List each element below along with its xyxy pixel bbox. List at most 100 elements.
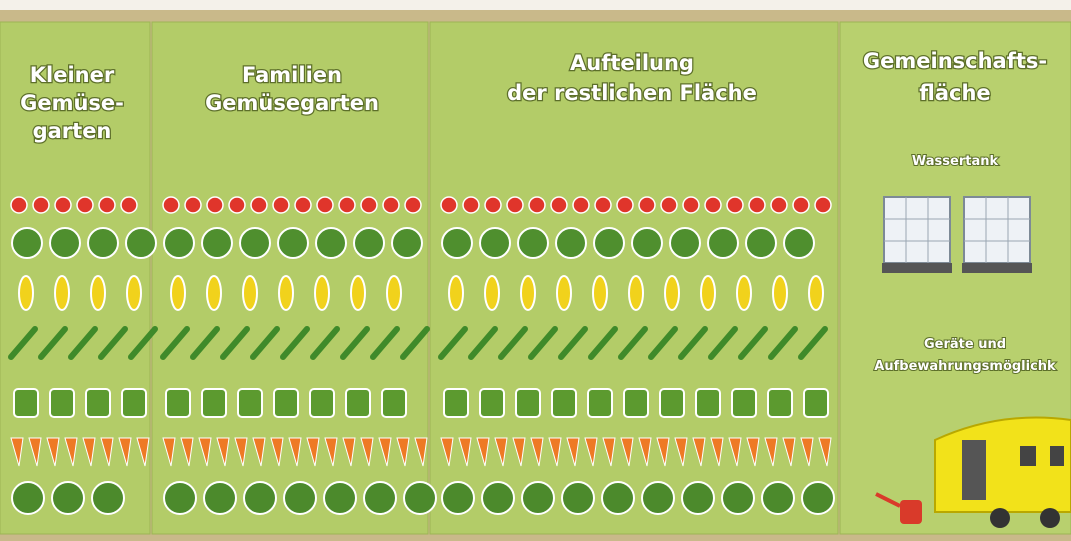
corn bbox=[737, 276, 751, 310]
tomato bbox=[339, 197, 355, 213]
tomato bbox=[361, 197, 377, 213]
tomato bbox=[251, 197, 267, 213]
tool-trailer bbox=[935, 418, 1071, 529]
tomato bbox=[749, 197, 765, 213]
beans bbox=[14, 389, 38, 417]
beans bbox=[346, 389, 370, 417]
lettuce bbox=[556, 228, 586, 258]
item-label: Geräte und bbox=[924, 337, 1006, 352]
top-edge bbox=[0, 0, 1071, 10]
corn bbox=[521, 276, 535, 310]
lettuce bbox=[522, 482, 554, 514]
tomato bbox=[441, 197, 457, 213]
lettuce bbox=[354, 228, 384, 258]
lettuce bbox=[480, 228, 510, 258]
beans bbox=[50, 389, 74, 417]
lettuce bbox=[722, 482, 754, 514]
lettuce bbox=[802, 482, 834, 514]
tomato bbox=[295, 197, 311, 213]
panel-title: Gemüse- bbox=[20, 91, 124, 115]
beans bbox=[804, 389, 828, 417]
panel-title: Gemüsegarten bbox=[205, 91, 379, 115]
lettuce bbox=[52, 482, 84, 514]
corn bbox=[279, 276, 293, 310]
tomato bbox=[317, 197, 333, 213]
lettuce bbox=[164, 482, 196, 514]
beans bbox=[552, 389, 576, 417]
lettuce bbox=[562, 482, 594, 514]
lettuce bbox=[392, 228, 422, 258]
lettuce bbox=[762, 482, 794, 514]
corn bbox=[91, 276, 105, 310]
lettuce bbox=[12, 482, 44, 514]
corn bbox=[485, 276, 499, 310]
panel-title: der restlichen Fläche bbox=[507, 81, 757, 105]
lettuce bbox=[364, 482, 396, 514]
tomato bbox=[683, 197, 699, 213]
lettuce bbox=[594, 228, 624, 258]
beans bbox=[660, 389, 684, 417]
lettuce bbox=[92, 482, 124, 514]
lettuce bbox=[670, 228, 700, 258]
beans bbox=[166, 389, 190, 417]
lettuce bbox=[240, 228, 270, 258]
lettuce bbox=[12, 228, 42, 258]
tomato bbox=[793, 197, 809, 213]
corn bbox=[127, 276, 141, 310]
lettuce bbox=[784, 228, 814, 258]
corn bbox=[557, 276, 571, 310]
lettuce bbox=[442, 482, 474, 514]
tomato bbox=[77, 197, 93, 213]
lettuce bbox=[642, 482, 674, 514]
water-tank bbox=[962, 197, 1032, 273]
tomato bbox=[573, 197, 589, 213]
lettuce bbox=[126, 228, 156, 258]
panel-title: Gemeinschafts- bbox=[863, 49, 1047, 73]
panel-title: Kleiner bbox=[30, 63, 115, 87]
lettuce bbox=[284, 482, 316, 514]
panel-title: Aufteilung bbox=[570, 51, 694, 75]
beans bbox=[274, 389, 298, 417]
lettuce bbox=[88, 228, 118, 258]
water-tank bbox=[882, 197, 952, 273]
beans bbox=[310, 389, 334, 417]
corn bbox=[243, 276, 257, 310]
corn bbox=[809, 276, 823, 310]
panel-title: Familien bbox=[242, 63, 342, 87]
tomato bbox=[55, 197, 71, 213]
tomato bbox=[771, 197, 787, 213]
lettuce bbox=[244, 482, 276, 514]
beans bbox=[696, 389, 720, 417]
tomato bbox=[405, 197, 421, 213]
lettuce bbox=[316, 228, 346, 258]
lettuce bbox=[164, 228, 194, 258]
garden-diagram: Kleiner Gemüse- garten Familien Gemüsega… bbox=[0, 0, 1071, 541]
corn bbox=[207, 276, 221, 310]
tomato bbox=[661, 197, 677, 213]
corn bbox=[19, 276, 33, 310]
tomato bbox=[273, 197, 289, 213]
tomato bbox=[229, 197, 245, 213]
beans bbox=[480, 389, 504, 417]
tomato bbox=[529, 197, 545, 213]
beans bbox=[588, 389, 612, 417]
lettuce bbox=[482, 482, 514, 514]
tomato bbox=[99, 197, 115, 213]
beans bbox=[382, 389, 406, 417]
item-label: Wassertank bbox=[912, 154, 999, 169]
tomato bbox=[507, 197, 523, 213]
tomato bbox=[33, 197, 49, 213]
tomato bbox=[207, 197, 223, 213]
corn bbox=[55, 276, 69, 310]
panel-title: fläche bbox=[919, 81, 990, 105]
lettuce bbox=[442, 228, 472, 258]
beans bbox=[732, 389, 756, 417]
lettuce bbox=[50, 228, 80, 258]
item-label: Aufbewahrungsmöglichk bbox=[874, 359, 1056, 374]
tomato bbox=[705, 197, 721, 213]
corn bbox=[449, 276, 463, 310]
corn bbox=[701, 276, 715, 310]
tomato bbox=[463, 197, 479, 213]
lettuce bbox=[278, 228, 308, 258]
lettuce bbox=[708, 228, 738, 258]
